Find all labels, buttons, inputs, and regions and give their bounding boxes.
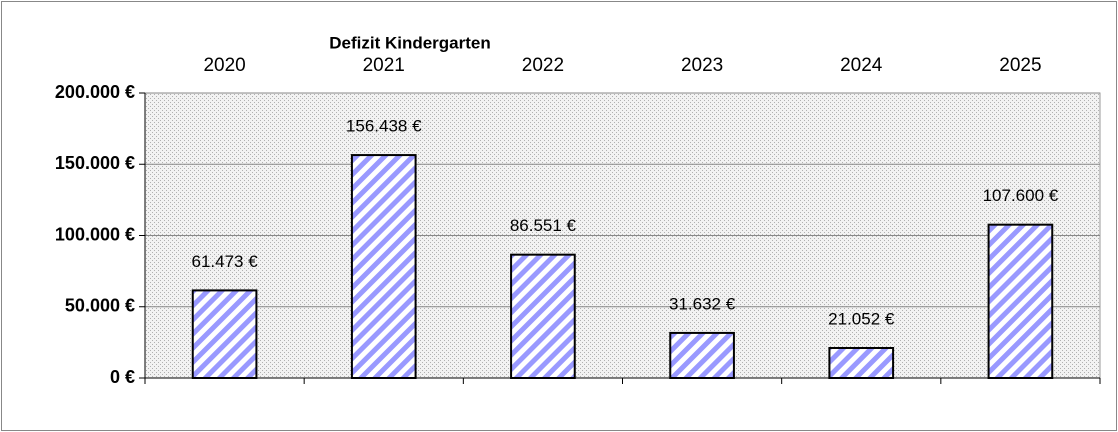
data-label: 156.438 € bbox=[346, 117, 422, 136]
bar bbox=[350, 154, 417, 379]
y-tick-label: 100.000 € bbox=[55, 224, 135, 244]
data-label: 107.600 € bbox=[983, 186, 1059, 205]
y-tick-label: 150.000 € bbox=[55, 153, 135, 173]
y-tick-label: 50.000 € bbox=[65, 296, 135, 316]
data-label: 86.551 € bbox=[510, 216, 577, 235]
x-tick-label: 2024 bbox=[840, 55, 883, 76]
x-tick-label: 2020 bbox=[203, 55, 245, 76]
chart-title: Defizit Kindergarten bbox=[329, 33, 491, 52]
data-label: 31.632 € bbox=[669, 294, 736, 313]
y-tick-label: 0 € bbox=[110, 367, 135, 387]
bar bbox=[510, 253, 576, 379]
x-tick-label: 2022 bbox=[522, 55, 564, 76]
bar bbox=[191, 289, 258, 379]
x-tick-label: 2021 bbox=[363, 55, 405, 76]
data-label: 21.052 € bbox=[828, 309, 895, 328]
x-tick-label: 2023 bbox=[681, 55, 723, 76]
x-tick-label: 2025 bbox=[999, 55, 1041, 76]
bar bbox=[669, 331, 735, 380]
y-tick-label: 200.000 € bbox=[55, 82, 135, 102]
bar bbox=[987, 223, 1054, 379]
bar bbox=[828, 347, 895, 379]
data-label: 61.473 € bbox=[191, 252, 258, 271]
